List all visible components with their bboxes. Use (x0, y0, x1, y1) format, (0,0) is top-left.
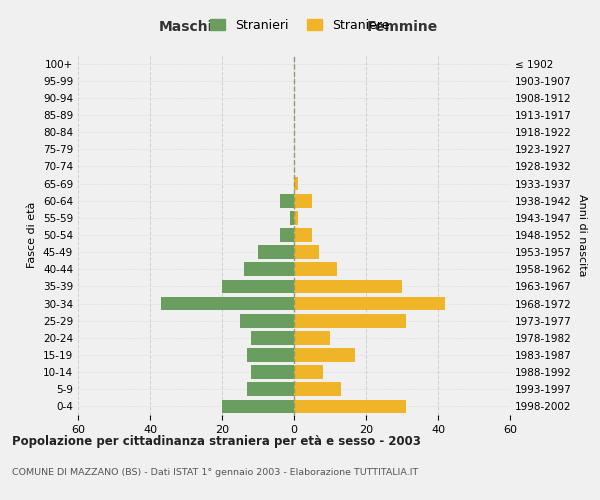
Bar (244, 262, 294, 276)
Bar (294, 280, 402, 293)
Bar (222, 400, 294, 413)
Y-axis label: Fasce di età: Fasce di età (28, 202, 37, 268)
Legend: Stranieri, Straniere: Stranieri, Straniere (205, 14, 395, 37)
Bar (294, 400, 406, 413)
Bar (294, 296, 445, 310)
Bar (280, 194, 294, 207)
Bar (247, 348, 294, 362)
Bar (280, 228, 294, 242)
Bar (294, 262, 337, 276)
Text: Maschi: Maschi (159, 20, 213, 34)
Bar (251, 366, 294, 379)
Bar (294, 348, 355, 362)
Bar (294, 228, 312, 242)
Text: Femmine: Femmine (367, 20, 437, 34)
Y-axis label: Anni di nascita: Anni di nascita (577, 194, 587, 276)
Bar (222, 280, 294, 293)
Bar (240, 314, 294, 328)
Bar (251, 331, 294, 344)
Bar (294, 366, 323, 379)
Bar (294, 246, 319, 259)
Bar (258, 246, 294, 259)
Bar (294, 211, 298, 224)
Bar (294, 176, 298, 190)
Bar (294, 194, 312, 207)
Text: COMUNE DI MAZZANO (BS) - Dati ISTAT 1° gennaio 2003 - Elaborazione TUTTITALIA.IT: COMUNE DI MAZZANO (BS) - Dati ISTAT 1° g… (12, 468, 418, 477)
Text: Popolazione per cittadinanza straniera per età e sesso - 2003: Popolazione per cittadinanza straniera p… (12, 435, 421, 448)
Bar (294, 331, 330, 344)
Bar (294, 382, 341, 396)
Bar (161, 296, 294, 310)
Bar (294, 314, 406, 328)
Bar (290, 211, 294, 224)
Bar (247, 382, 294, 396)
